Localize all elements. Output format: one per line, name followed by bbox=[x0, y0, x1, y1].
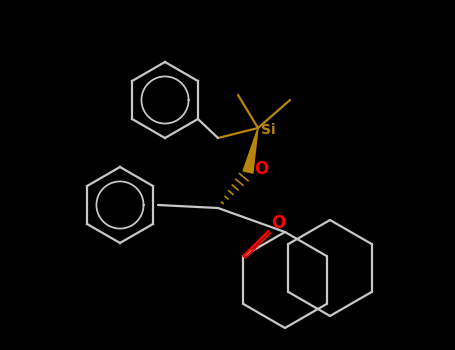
Text: O: O bbox=[254, 160, 268, 178]
Text: O: O bbox=[271, 214, 285, 232]
Text: Si: Si bbox=[261, 123, 276, 137]
Polygon shape bbox=[243, 128, 258, 173]
